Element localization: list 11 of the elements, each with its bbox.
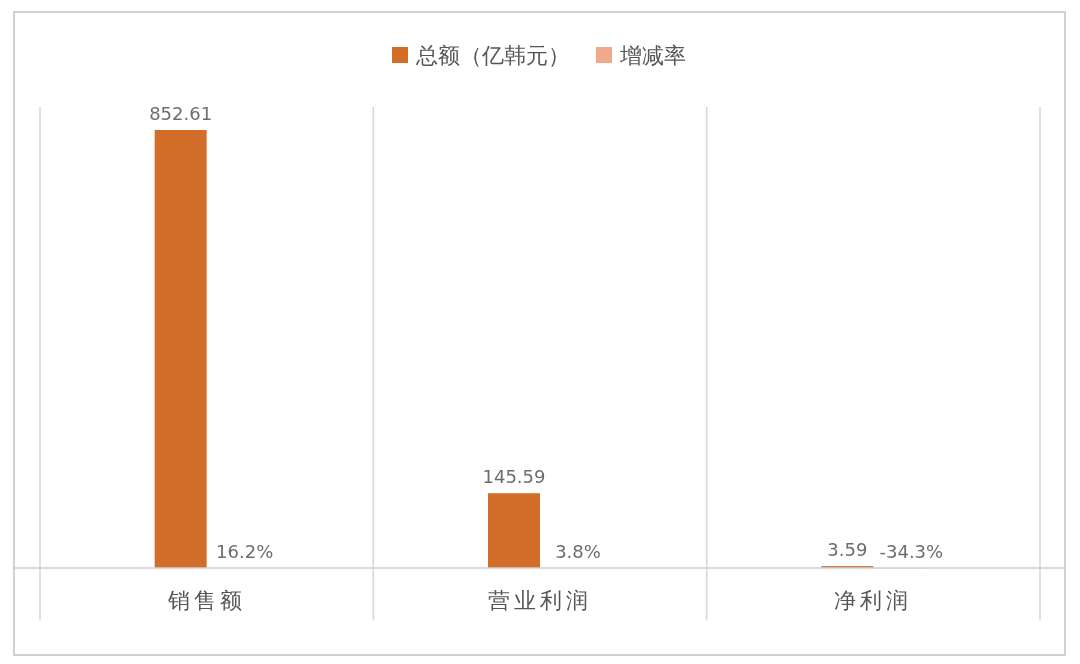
data-label: 16.2% xyxy=(216,540,274,562)
x-tick-label: 销售额 xyxy=(166,588,246,613)
x-tick-label: 营业利润 xyxy=(488,588,592,613)
legend-label: 总额（亿韩元） xyxy=(415,43,570,68)
data-label: 145.59 xyxy=(482,466,546,488)
data-label: -34.3% xyxy=(879,541,944,562)
x-tick-label: 净利润 xyxy=(834,588,913,613)
legend-label: 增减率 xyxy=(619,43,686,68)
data-label: 3.8% xyxy=(555,540,601,562)
data-label: 852.61 xyxy=(149,103,213,124)
data-label: 3.59 xyxy=(827,539,868,561)
